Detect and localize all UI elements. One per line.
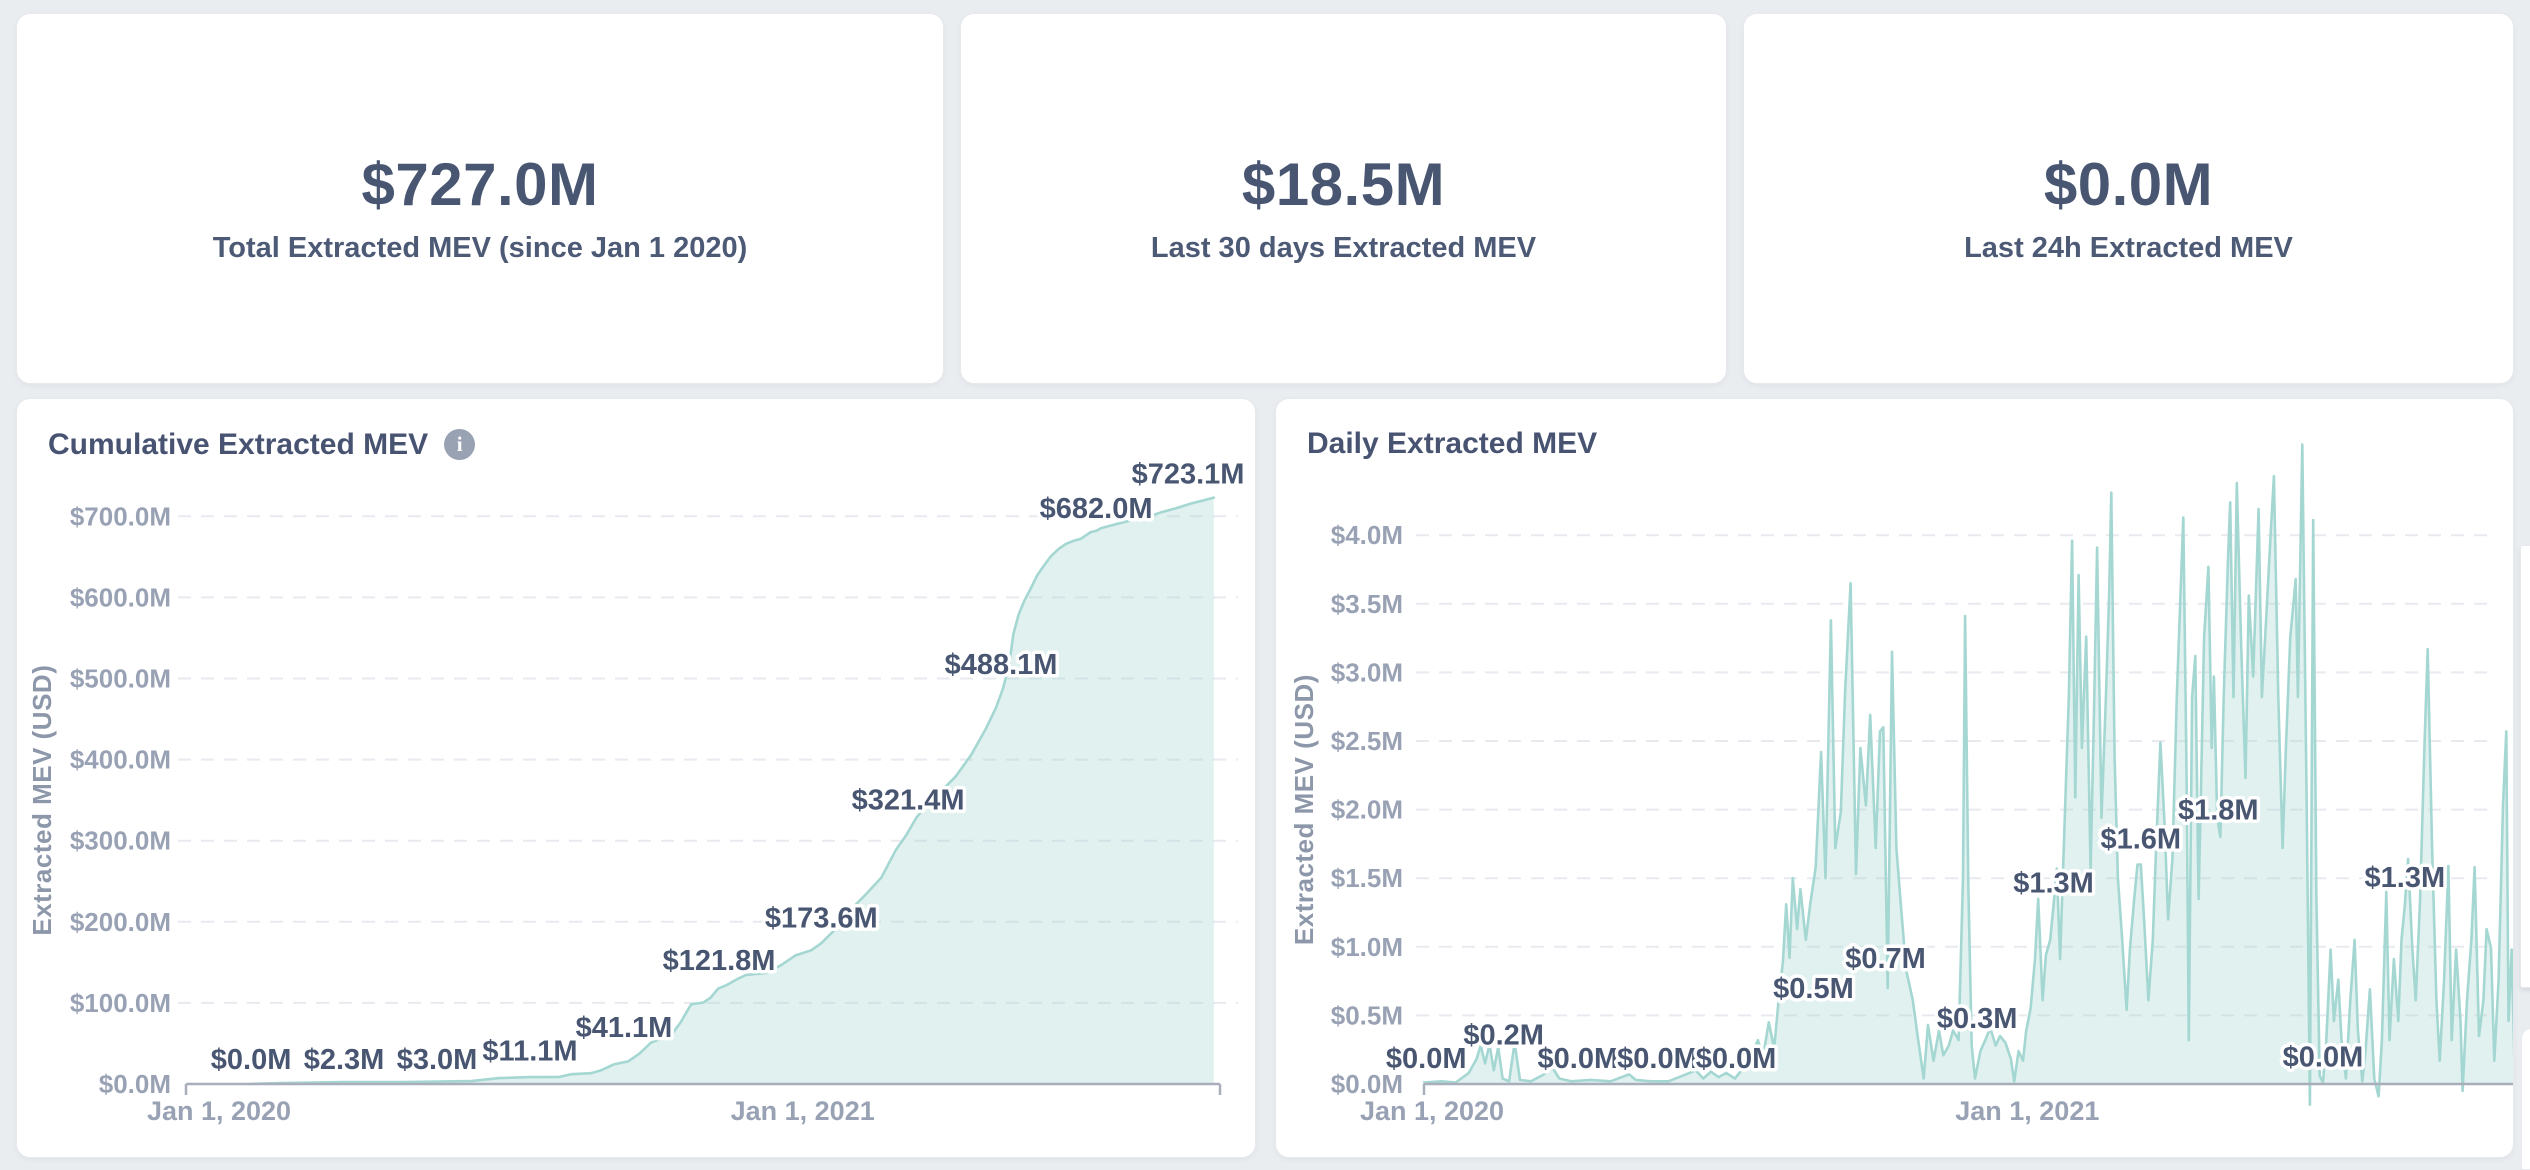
cutoff-card-sliver-bottom [2521,1028,2530,1170]
x-tick-label: Jan 1, 2020 [147,1096,291,1126]
series-line [1422,443,2513,1106]
y-tick-label: $600.0M [70,582,171,612]
y-tick-label: $100.0M [70,988,171,1018]
data-point-label: $682.0M [1040,493,1153,525]
30d-mev-value: $18.5M [1241,150,1446,218]
data-point-label: $0.3M [1937,1003,2018,1035]
stat-card-30d-mev: $18.5M Last 30 days Extracted MEV [960,13,1727,384]
data-point-label: $2.3M [304,1044,385,1076]
series-area [1424,444,2513,1105]
daily-mev-chart[interactable]: $0.0M $0.5M $1.0M $1.5M $2.0M $2.5M $3.0M $3.5M… [1276,399,2514,1158]
data-point-label: $0.2M [1463,1020,1544,1052]
24h-mev-label: Last 24h Extracted MEV [1964,231,2293,264]
30d-mev-label: Last 30 days Extracted MEV [1150,231,1537,264]
y-axis-title: Extracted MEV (USD) [1289,674,1319,945]
y-tick-label: $0.0M [1331,1069,1403,1099]
y-tick-label: $200.0M [70,907,171,937]
y-tick-label: $0.0M [99,1069,171,1099]
y-axis-title: Extracted MEV (USD) [27,665,57,936]
data-point-label: $1.3M [2013,867,2094,899]
daily-chart-title: Daily Extracted MEV [1307,427,1598,460]
24h-mev-value: $0.0M [2043,150,2214,218]
data-point-label: $121.8M [663,945,776,977]
y-tick-label: $700.0M [70,501,171,531]
stat-card-total-mev: $727.0M Total Extracted MEV (since Jan 1… [16,13,944,384]
data-point-label: $0.5M [1773,973,1854,1005]
total-mev-value: $727.0M [361,150,599,218]
cutoff-card-sliver-top [2520,545,2530,988]
y-tick-label: $4.0M [1331,520,1403,550]
data-point-label: $0.0M [1617,1043,1698,1075]
cumulative-chart-title: Cumulative Extracted MEV [48,427,429,461]
y-tick-label: $400.0M [70,745,171,775]
cumulative-mev-card: Cumulative Extracted MEV i $0.0M $100.0M $… [16,398,1256,1158]
x-tick-label: Jan 1, 2021 [731,1096,875,1126]
y-tick-label: $1.0M [1331,932,1403,962]
info-icon[interactable]: i [444,429,476,460]
x-tick-label: Jan 1, 2020 [1360,1096,1504,1126]
data-point-label: $723.1M [1132,458,1245,490]
x-tick-label: Jan 1, 2021 [1955,1096,2099,1126]
data-point-label: $173.6M [765,903,878,935]
data-point-label: $0.0M [1538,1043,1619,1075]
series-line [247,496,1216,1086]
data-point-label: $488.1M [945,649,1058,681]
y-tick-label: $3.5M [1331,589,1403,619]
y-tick-label: $2.0M [1331,795,1403,825]
daily-mev-card: Daily Extracted MEV $0.0M $0.5M $1.0M $1.5M… [1275,398,2514,1158]
y-tick-label: $500.0M [70,664,171,694]
data-point-label: $1.8M [2178,795,2259,827]
data-point-label: $321.4M [852,784,965,816]
data-point-label: $0.0M [211,1044,292,1076]
y-tick-label: $300.0M [70,826,171,856]
data-point-label: $1.3M [2365,862,2446,894]
data-point-label: $0.7M [1845,943,1926,975]
cumulative-mev-chart[interactable]: $0.0M $100.0M $200.0M $300.0M $400.0M $500.0M… [17,399,1256,1158]
total-mev-label: Total Extracted MEV (since Jan 1 2020) [212,231,748,264]
y-tick-label: $3.0M [1331,657,1403,687]
y-tick-label: $0.5M [1331,1000,1403,1030]
data-point-label: $0.0M [1696,1043,1777,1075]
data-point-label: $1.6M [2100,823,2181,855]
data-point-label: $0.0M [2283,1042,2364,1074]
data-point-label: $0.0M [1386,1043,1467,1075]
series-area [249,497,1214,1085]
data-point-label: $11.1M [482,1036,577,1068]
y-tick-label: $2.5M [1331,726,1403,756]
y-tick-label: $1.5M [1331,863,1403,893]
data-point-label: $41.1M [576,1012,673,1044]
data-point-label: $3.0M [397,1044,478,1076]
stat-card-24h-mev: $0.0M Last 24h Extracted MEV [1743,13,2514,384]
